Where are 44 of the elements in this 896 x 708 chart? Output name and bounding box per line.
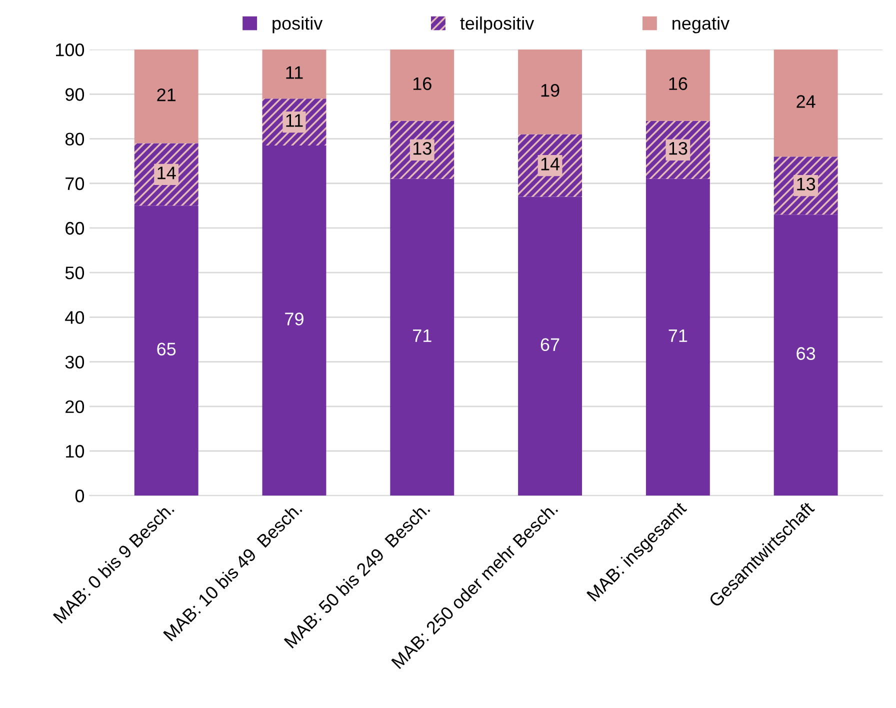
data-label: 65: [157, 342, 176, 356]
data-label: 63: [796, 347, 816, 360]
bar: [390, 50, 454, 121]
legend-label: teilpositiv: [460, 16, 534, 34]
data-label: 13: [413, 142, 432, 155]
data-label: 16: [669, 77, 688, 90]
bar: [518, 196, 582, 496]
y-tick-label: 80: [65, 132, 84, 146]
bar: [774, 214, 838, 496]
bar: [646, 50, 710, 121]
data-label: 79: [285, 312, 304, 326]
bar: [262, 50, 326, 99]
y-tick-label: 50: [65, 266, 84, 280]
data-label: 11: [286, 66, 303, 79]
y-tick-label: 10: [66, 444, 84, 458]
bar: [774, 50, 838, 157]
data-label: 67: [540, 338, 560, 352]
data-label: 14: [541, 158, 560, 170]
y-tick-label: 0: [75, 490, 84, 502]
bar: [646, 178, 710, 496]
legend-label: positiv: [272, 16, 323, 34]
data-label: 24: [796, 95, 816, 108]
data-label: 19: [541, 84, 560, 97]
data-label: 13: [797, 178, 816, 190]
y-tick-label: 100: [56, 43, 84, 56]
data-label: 71: [413, 330, 432, 342]
y-tick-label: 40: [65, 311, 84, 324]
data-label: 14: [158, 166, 176, 180]
y-tick-label: 60: [66, 222, 84, 235]
bar: [518, 50, 582, 134]
data-label: 71: [668, 330, 688, 342]
bar: [390, 178, 454, 496]
bar: [134, 206, 198, 496]
y-tick-label: 30: [65, 356, 84, 369]
data-label: 21: [157, 88, 176, 102]
data-label: 13: [669, 142, 688, 155]
data-label: 11: [286, 114, 303, 127]
legend-label: negativ: [672, 16, 730, 34]
data-label: 16: [413, 77, 432, 90]
bar: [134, 50, 198, 144]
y-tick-label: 20: [66, 400, 84, 414]
bar: [262, 145, 326, 496]
y-tick-label: 90: [66, 88, 84, 101]
y-tick-label: 70: [66, 177, 84, 190]
